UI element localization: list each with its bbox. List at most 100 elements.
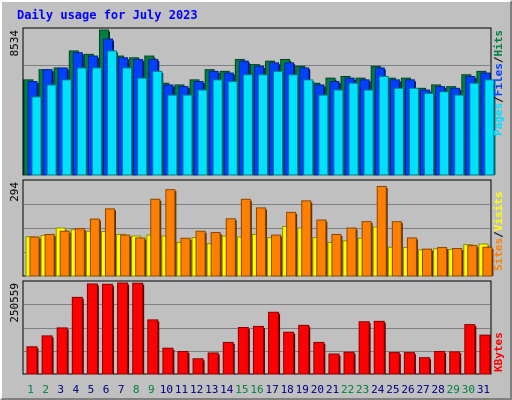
ymax-label-visits-sites: 294	[8, 182, 21, 202]
bar-kbytes-day-31	[479, 334, 491, 375]
day-label-7: 7	[118, 383, 125, 396]
bar-kbytes-day-30	[464, 324, 476, 375]
day-label-8: 8	[133, 383, 140, 396]
bar-kbytes-day-1	[26, 346, 38, 375]
legend-separator: /	[492, 231, 505, 238]
day-label-19: 19	[296, 383, 309, 396]
day-label-3: 3	[57, 383, 64, 396]
day-label-17: 17	[265, 383, 278, 396]
bar-sites-day-21	[331, 233, 342, 277]
day-label-13: 13	[205, 383, 218, 396]
bar-kbytes-day-6	[101, 283, 113, 375]
bar-kbytes-day-20	[313, 341, 325, 375]
day-label-29: 29	[447, 383, 460, 396]
bar-sites-day-18	[286, 211, 297, 277]
bar-pages-day-7	[122, 67, 133, 176]
bar-pages-day-24	[378, 75, 389, 176]
bar-pages-day-26	[408, 87, 419, 176]
legend-hits: Hits	[492, 30, 505, 57]
legend-kbytes: KBytes	[492, 332, 505, 372]
day-label-26: 26	[401, 383, 414, 396]
bar-kbytes-day-21	[328, 353, 340, 375]
chart-panels: 8534 294 250559	[8, 27, 496, 375]
bar-pages-day-16	[257, 74, 268, 176]
bar-sites-day-3	[59, 230, 70, 277]
bar-kbytes-day-22	[343, 351, 355, 375]
bar-kbytes-day-2	[41, 335, 53, 375]
bar-sites-day-20	[316, 219, 327, 277]
bar-pages-day-10	[167, 94, 178, 176]
bar-pages-day-17	[273, 70, 284, 176]
day-label-21: 21	[326, 383, 339, 396]
bar-sites-day-15	[240, 198, 251, 277]
bar-kbytes-day-25	[388, 352, 400, 375]
bar-pages-day-27	[424, 92, 435, 176]
bar-pages-day-21	[333, 89, 344, 176]
bar-sites-day-24	[376, 185, 387, 277]
day-labels: 1 2 3 4 5 6 7 8 9 10 11 12 13 14 15 16 17 18 19 20 21 22 23 24 2…	[27, 383, 490, 396]
bar-pages-day-30	[469, 82, 480, 176]
bar-kbytes-day-9	[147, 319, 159, 375]
bar-kbytes-day-17	[268, 311, 280, 375]
bar-pages-day-12	[197, 89, 208, 176]
bar-kbytes-day-8	[132, 282, 144, 375]
bar-sites-day-5	[89, 218, 100, 277]
bar-kbytes-day-27	[419, 357, 431, 375]
day-label-16: 16	[250, 383, 263, 396]
bar-pages-day-15	[242, 74, 253, 176]
bar-kbytes-day-3	[56, 327, 68, 375]
day-label-9: 9	[148, 383, 155, 396]
bar-kbytes-day-14	[222, 341, 234, 375]
bar-sites-day-2	[44, 233, 55, 277]
bar-sites-day-17	[271, 234, 282, 277]
day-label-20: 20	[311, 383, 324, 396]
panel-visits-sites: 294	[8, 179, 494, 277]
bar-sites-day-1	[29, 236, 40, 277]
day-label-2: 2	[42, 383, 49, 396]
day-label-12: 12	[190, 383, 203, 396]
panel-kbytes: 250559	[8, 280, 492, 375]
panel-hits-files-pages: 8534	[8, 27, 496, 176]
chart-title: Daily usage for July 2023	[17, 8, 198, 22]
bar-sites-day-31	[482, 246, 493, 277]
day-label-4: 4	[73, 383, 80, 396]
bar-pages-day-1	[31, 96, 42, 176]
bar-sites-day-23	[361, 221, 372, 277]
bar-kbytes-day-5	[86, 283, 98, 375]
day-label-24: 24	[371, 383, 385, 396]
day-label-1: 1	[27, 383, 34, 396]
bar-pages-day-9	[152, 70, 163, 176]
bar-pages-day-22	[348, 82, 359, 176]
bar-pages-day-28	[439, 91, 450, 176]
bar-pages-day-11	[182, 94, 193, 176]
day-label-27: 27	[416, 383, 429, 396]
bar-sites-day-6	[104, 208, 115, 277]
bar-pages-day-19	[303, 79, 314, 176]
bar-kbytes-day-10	[162, 347, 174, 375]
legend-sites: Sites	[492, 238, 505, 271]
bar-kbytes-day-7	[117, 282, 129, 375]
bar-sites-day-7	[120, 234, 131, 277]
day-label-10: 10	[160, 383, 173, 396]
bar-pages-day-23	[363, 89, 374, 176]
bar-sites-day-29	[452, 248, 463, 277]
bar-sites-day-14	[225, 218, 236, 277]
legend-separator: /	[492, 96, 505, 103]
bar-sites-day-9	[150, 198, 161, 277]
bar-pages-day-18	[288, 74, 299, 176]
day-label-30: 30	[462, 383, 475, 396]
bar-sites-day-25	[391, 221, 402, 277]
bar-kbytes-day-16	[252, 325, 264, 375]
bar-sites-day-11	[180, 237, 191, 277]
bar-kbytes-day-23	[358, 321, 370, 375]
day-label-22: 22	[341, 383, 354, 396]
bar-sites-day-4	[74, 228, 85, 277]
bar-pages-day-25	[393, 87, 404, 176]
bar-sites-day-27	[422, 248, 433, 277]
day-label-23: 23	[356, 383, 369, 396]
ymax-label-hits-files-pages: 8534	[8, 30, 21, 57]
legend-visits: Visits	[492, 192, 505, 232]
bar-kbytes-day-29	[449, 351, 461, 375]
day-label-11: 11	[175, 383, 188, 396]
